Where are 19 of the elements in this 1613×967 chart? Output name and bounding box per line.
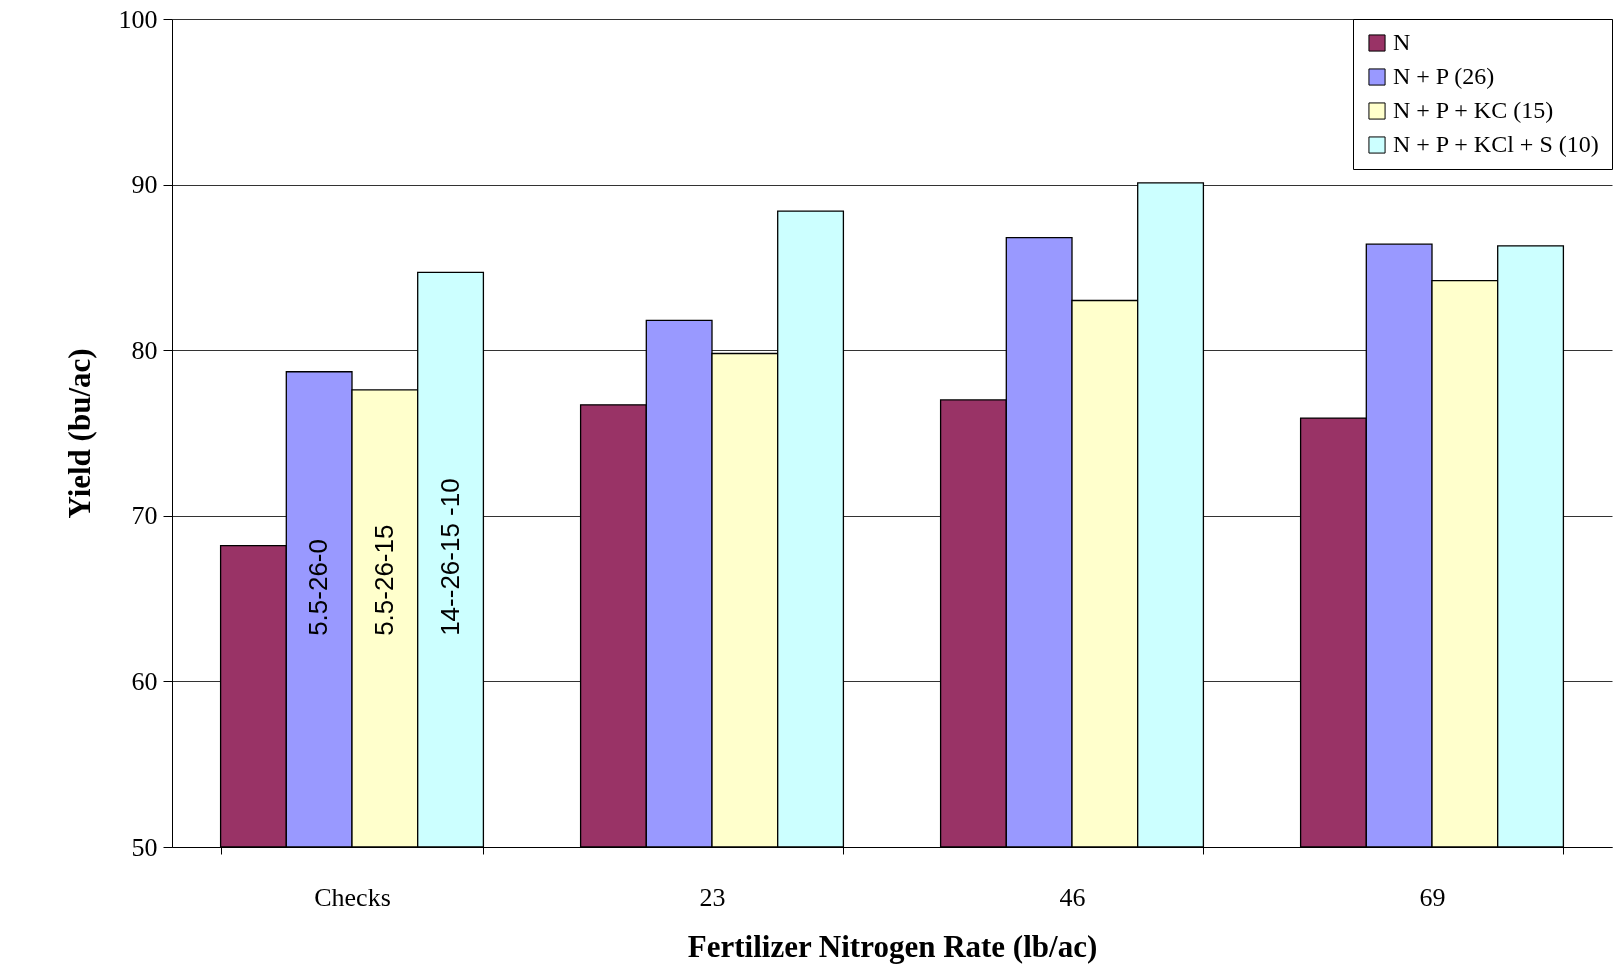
x-tick-label: Checks [314,882,391,912]
legend-label: N [1393,29,1411,55]
y-tick-label: 100 [118,4,158,34]
annotation: 5.5-26-15 [368,524,399,636]
annotation: 14--26-15 -10 [434,478,465,636]
legend-label: N + P (26) [1393,63,1495,89]
legend-label: N + P + KC (15) [1393,97,1554,123]
legend-label: N + P + KCl + S (10) [1393,131,1599,157]
x-tick-label: 46 [1059,882,1086,912]
annotation: 5.5-26-0 [303,539,334,636]
y-tick-label: 90 [131,170,158,200]
y-axis-title: Yield (bu/ac) [61,348,97,519]
x-axis-title: Fertilizer Nitrogen Rate (lb/ac) [687,928,1098,964]
y-tick-label: 50 [131,832,158,862]
y-tick-label: 60 [131,666,158,696]
y-tick-label: 70 [131,501,158,531]
x-tick-label: 23 [699,882,726,912]
x-tick-label: 69 [1419,882,1446,912]
y-tick-label: 80 [131,335,158,365]
